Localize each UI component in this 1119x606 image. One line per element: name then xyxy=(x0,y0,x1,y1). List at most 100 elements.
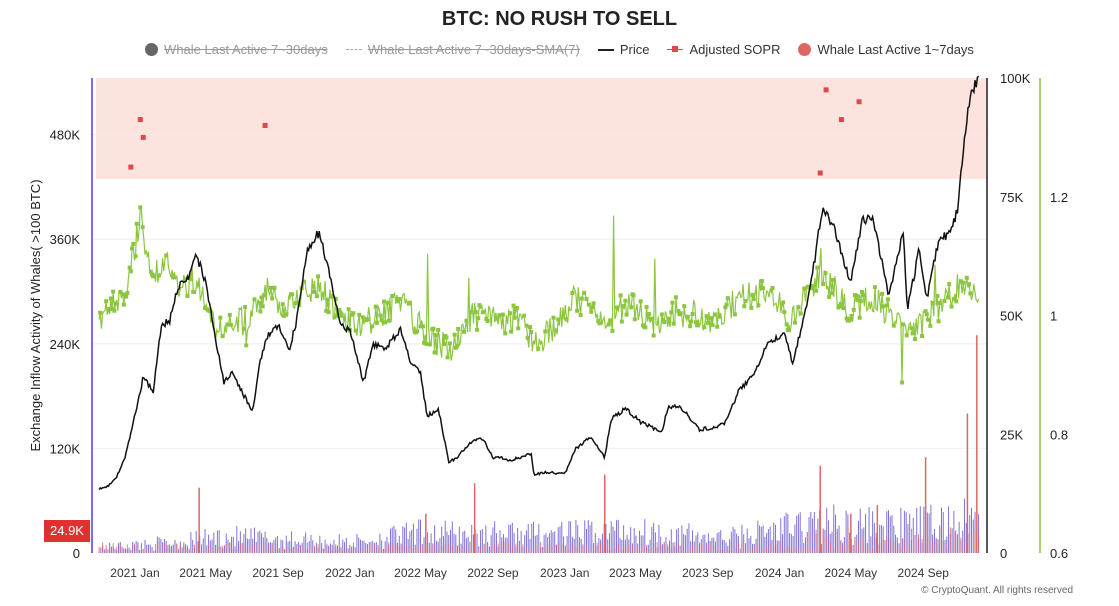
adjusted-sopr-marker xyxy=(881,304,886,309)
sopr-tick-label: 1.2 xyxy=(1050,190,1068,205)
y-axis-title: Exchange Inflow Activity of Whales( >100… xyxy=(28,179,43,451)
adjusted-sopr-marker xyxy=(646,311,651,316)
adjusted-sopr-marker xyxy=(473,309,478,314)
legend-label: Whale Last Active 1~7days xyxy=(817,42,974,57)
adjusted-sopr-marker xyxy=(445,355,450,360)
adjusted-sopr-marker xyxy=(290,292,295,297)
adjusted-sopr-marker xyxy=(715,324,720,329)
adjusted-sopr-marker xyxy=(431,326,436,331)
adjusted-sopr-marker xyxy=(396,299,401,304)
adjusted-sopr-marker xyxy=(619,319,624,324)
adjusted-sopr-marker xyxy=(157,273,162,278)
adjusted-sopr-marker xyxy=(324,308,329,313)
adjusted-sopr-marker xyxy=(967,282,972,287)
adjusted-sopr-marker xyxy=(631,293,636,298)
adjusted-sopr-marker xyxy=(121,302,126,307)
adjusted-sopr-marker xyxy=(386,318,391,323)
adjusted-sopr-marker xyxy=(131,241,136,246)
adjusted-sopr-marker xyxy=(779,302,784,307)
adjusted-sopr-marker xyxy=(885,297,890,302)
adjusted-sopr-marker xyxy=(185,293,190,298)
left-tick-label: 120K xyxy=(50,441,81,456)
x-tick-label: 2024 May xyxy=(824,566,877,580)
adjusted-sopr-marker xyxy=(857,315,862,320)
adjusted-sopr-marker xyxy=(629,305,634,310)
adjusted-sopr-marker xyxy=(623,298,628,303)
adjusted-sopr-marker xyxy=(480,310,485,315)
sopr-shaded-band xyxy=(96,78,988,179)
adjusted-sopr-marker xyxy=(203,305,208,310)
adjusted-sopr-marker xyxy=(662,320,667,325)
adjusted-sopr-marker xyxy=(884,303,889,308)
legend-item[interactable]: Whale Last Active 7~30days xyxy=(145,42,328,57)
adjusted-sopr-marker xyxy=(108,296,113,301)
adjusted-sopr-marker xyxy=(495,316,500,321)
adjusted-sopr-marker xyxy=(958,279,963,284)
adjusted-sopr-marker xyxy=(326,310,331,315)
adjusted-sopr-marker xyxy=(516,326,521,331)
adjusted-sopr-marker xyxy=(511,303,516,308)
adjusted-sopr-marker xyxy=(624,312,629,317)
adjusted-sopr-marker xyxy=(138,205,143,210)
adjusted-sopr-marker xyxy=(669,310,674,315)
adjusted-sopr-marker xyxy=(860,289,865,294)
adjusted-sopr-marker xyxy=(478,304,483,309)
adjusted-sopr-marker xyxy=(756,303,761,308)
adjusted-sopr-marker xyxy=(936,319,941,324)
adjusted-sopr-marker xyxy=(337,307,342,312)
x-tick-label: 2021 Sep xyxy=(252,566,304,580)
adjusted-sopr-marker xyxy=(128,269,133,274)
legend-item[interactable]: Whale Last Active 1~7days xyxy=(798,42,974,57)
sopr-high-marker xyxy=(823,87,829,93)
legend-label: Price xyxy=(619,42,650,57)
adjusted-sopr-marker xyxy=(821,281,826,286)
adjusted-sopr-marker xyxy=(751,297,756,302)
legend-label: Whale Last Active 7~30days-SMA(7) xyxy=(367,42,580,57)
copyright-note: © CryptoQuant. All rights reserved xyxy=(921,585,1073,596)
adjusted-sopr-marker xyxy=(579,296,584,301)
legend-swatch xyxy=(667,45,684,55)
adjusted-sopr-marker xyxy=(651,333,656,338)
legend-item[interactable]: Price xyxy=(597,42,650,57)
adjusted-sopr-marker xyxy=(937,300,942,305)
adjusted-sopr-marker xyxy=(378,313,383,318)
adjusted-sopr-marker xyxy=(854,293,859,298)
adjusted-sopr-marker xyxy=(942,298,947,303)
adjusted-sopr-marker xyxy=(453,345,458,350)
adjusted-sopr-marker xyxy=(724,302,729,307)
adjusted-sopr-marker xyxy=(383,320,388,325)
adjusted-sopr-marker xyxy=(880,291,885,296)
adjusted-sopr-marker xyxy=(332,315,337,320)
adjusted-sopr-marker xyxy=(244,343,249,348)
adjusted-sopr-marker xyxy=(671,321,676,326)
chart-title: BTC: NO RUSH TO SELL xyxy=(441,8,678,30)
adjusted-sopr-marker xyxy=(152,273,157,278)
x-tick-label: 2021 Jan xyxy=(110,566,159,580)
x-tick-label: 2023 Sep xyxy=(682,566,734,580)
adjusted-sopr-marker xyxy=(452,332,457,337)
legend-item[interactable]: Whale Last Active 7~30days-SMA(7) xyxy=(345,42,580,57)
sopr-high-marker xyxy=(137,117,143,123)
adjusted-sopr-marker xyxy=(586,302,591,307)
adjusted-sopr-marker xyxy=(339,313,344,318)
adjusted-sopr-marker xyxy=(872,285,877,290)
adjusted-sopr-marker xyxy=(424,341,429,346)
adjusted-sopr-marker xyxy=(858,299,863,304)
legend-swatch xyxy=(798,43,812,56)
legend-item[interactable]: Adjusted SOPR xyxy=(667,42,780,57)
adjusted-sopr-marker xyxy=(444,335,449,340)
adjusted-sopr-marker xyxy=(723,305,728,310)
adjusted-sopr-marker xyxy=(947,282,952,287)
adjusted-sopr-marker xyxy=(261,293,266,298)
adjusted-sopr-marker xyxy=(525,335,530,340)
adjusted-sopr-marker xyxy=(676,308,681,313)
adjusted-sopr-marker xyxy=(243,305,248,310)
current-value-label: 24.9K xyxy=(44,520,90,542)
adjusted-sopr-marker xyxy=(666,316,671,321)
adjusted-sopr-marker xyxy=(829,291,834,296)
adjusted-sopr-marker xyxy=(717,314,722,319)
adjusted-sopr-marker xyxy=(507,311,512,316)
price-tick-label: 100K xyxy=(1000,71,1031,86)
adjusted-sopr-marker xyxy=(257,300,262,305)
adjusted-sopr-marker xyxy=(749,305,754,310)
